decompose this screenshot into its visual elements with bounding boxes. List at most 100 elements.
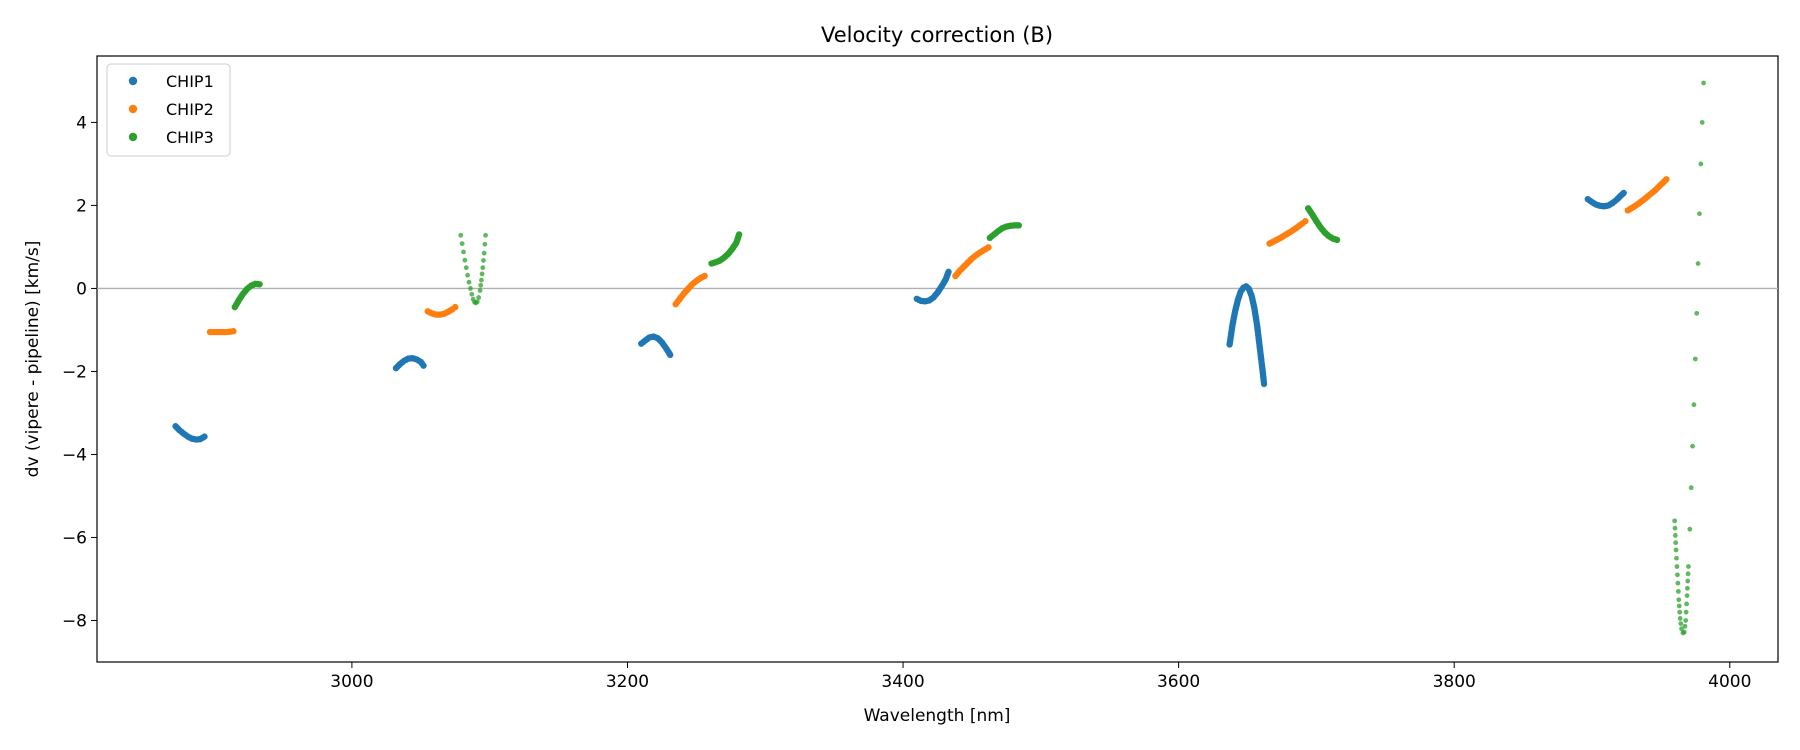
data-point-chip2 — [985, 244, 992, 251]
data-point-chip3 — [469, 291, 475, 297]
data-point-chip3 — [466, 279, 472, 285]
data-point-chip3 — [1676, 597, 1682, 603]
data-point-chip3 — [468, 286, 473, 291]
data-point-chip3 — [1697, 211, 1702, 217]
x-tick-label: 3800 — [1433, 672, 1476, 692]
data-point-chip3 — [461, 249, 466, 255]
data-point-chip2 — [1663, 176, 1670, 183]
data-point-chip3 — [478, 282, 484, 288]
data-point-chip3 — [481, 258, 486, 263]
x-tick-label: 3400 — [881, 672, 924, 692]
data-point-chip3 — [1682, 623, 1688, 629]
data-point-chip1 — [945, 268, 952, 276]
plot-frame — [96, 55, 1779, 663]
data-point-chip3 — [477, 288, 483, 293]
data-point-chip3 — [1672, 518, 1678, 524]
data-point-chip3 — [1687, 526, 1693, 532]
data-point-chip3 — [458, 232, 464, 238]
legend-label-chip2: CHIP2 — [166, 100, 214, 119]
legend-marker-chip1 — [128, 76, 138, 86]
data-point-chip3 — [1692, 356, 1698, 362]
data-point-chip3 — [735, 231, 743, 238]
data-point-chip3 — [1674, 564, 1680, 569]
data-point-chip3 — [1015, 222, 1022, 229]
data-point-chip3 — [463, 265, 469, 271]
data-points — [172, 80, 1706, 636]
series-chip1 — [172, 189, 1627, 443]
data-point-chip3 — [479, 271, 485, 277]
legend-label-chip1: CHIP1 — [166, 72, 214, 91]
y-tick-label: −2 — [62, 362, 87, 382]
data-point-chip3 — [1677, 616, 1683, 621]
data-point-chip3 — [1685, 578, 1691, 584]
data-point-chip3 — [1688, 485, 1694, 491]
data-point-chip1 — [201, 433, 208, 440]
data-point-chip3 — [459, 241, 465, 247]
y-axis-ticks: −8 −6 −4 −2 0 2 4 — [62, 113, 97, 631]
legend: CHIP1 CHIP2 CHIP3 — [106, 63, 231, 157]
x-tick-label: 3000 — [330, 672, 373, 692]
data-point-chip3 — [1686, 564, 1691, 569]
legend-marker-chip2 — [128, 104, 138, 114]
data-point-chip3 — [480, 265, 486, 271]
data-point-chip3 — [1673, 547, 1679, 553]
data-point-chip3 — [1675, 572, 1680, 578]
data-point-chip3 — [1684, 601, 1689, 607]
legend-frame — [106, 63, 231, 157]
x-tick-label: 3200 — [606, 672, 649, 692]
data-point-chip2 — [1302, 218, 1309, 225]
data-point-chip3 — [481, 250, 487, 256]
data-point-chip3 — [1699, 120, 1705, 125]
data-point-chip3 — [1694, 310, 1700, 316]
x-axis-ticks: 3000 3200 3400 3600 3800 4000 — [330, 662, 1751, 692]
data-point-chip2 — [230, 327, 237, 335]
data-point-chip1 — [1260, 380, 1268, 388]
series-chip2 — [206, 176, 1670, 336]
data-point-chip3 — [1677, 609, 1683, 615]
data-point-chip3 — [462, 257, 468, 263]
data-point-chip3 — [256, 281, 263, 288]
y-axis-label: dv (vipere - pipeline) [km/s] — [23, 241, 43, 478]
y-tick-label: −4 — [62, 445, 87, 465]
data-point-chip1 — [666, 351, 674, 359]
data-point-chip3 — [483, 232, 488, 238]
data-point-chip3 — [1683, 618, 1689, 623]
data-point-chip3 — [479, 277, 484, 283]
data-point-chip2 — [452, 303, 459, 311]
data-point-chip3 — [1673, 540, 1679, 546]
data-point-chip3 — [1675, 589, 1681, 594]
x-tick-label: 4000 — [1708, 672, 1751, 692]
data-point-chip3 — [1685, 571, 1691, 577]
data-point-chip3 — [1333, 236, 1341, 244]
x-tick-label: 3600 — [1157, 672, 1200, 692]
legend-marker-chip3 — [128, 132, 138, 142]
data-point-chip3 — [1675, 580, 1681, 586]
y-tick-label: 4 — [76, 113, 87, 133]
data-point-chip3 — [474, 299, 480, 305]
data-point-chip3 — [476, 295, 482, 300]
legend-label-chip3: CHIP3 — [166, 128, 214, 147]
data-point-chip3 — [1695, 261, 1701, 266]
data-point-chip3 — [1698, 161, 1704, 167]
plot-area: 3000 3200 3400 3600 3800 4000 −8 −6 −4 −2 0 2 4 — [62, 55, 1779, 692]
data-point-chip2 — [701, 272, 708, 280]
x-axis-label: Wavelength [nm] — [864, 706, 1011, 726]
data-point-chip3 — [1681, 629, 1687, 635]
data-point-chip3 — [1672, 533, 1678, 538]
data-point-chip3 — [482, 241, 488, 247]
data-point-chip3 — [1676, 603, 1682, 609]
data-point-chip3 — [1684, 593, 1690, 598]
y-tick-label: 2 — [76, 196, 87, 216]
data-point-chip3 — [1683, 609, 1689, 615]
y-tick-label: 0 — [76, 279, 87, 299]
data-point-chip3 — [465, 272, 471, 278]
data-point-chip3 — [1672, 525, 1678, 531]
data-point-chip1 — [1620, 189, 1627, 197]
data-point-chip3 — [1679, 626, 1684, 632]
data-point-chip1 — [420, 362, 427, 369]
y-tick-label: −8 — [62, 611, 87, 631]
y-tick-label: −6 — [62, 528, 87, 548]
chart-title: Velocity correction (B) — [821, 23, 1053, 47]
